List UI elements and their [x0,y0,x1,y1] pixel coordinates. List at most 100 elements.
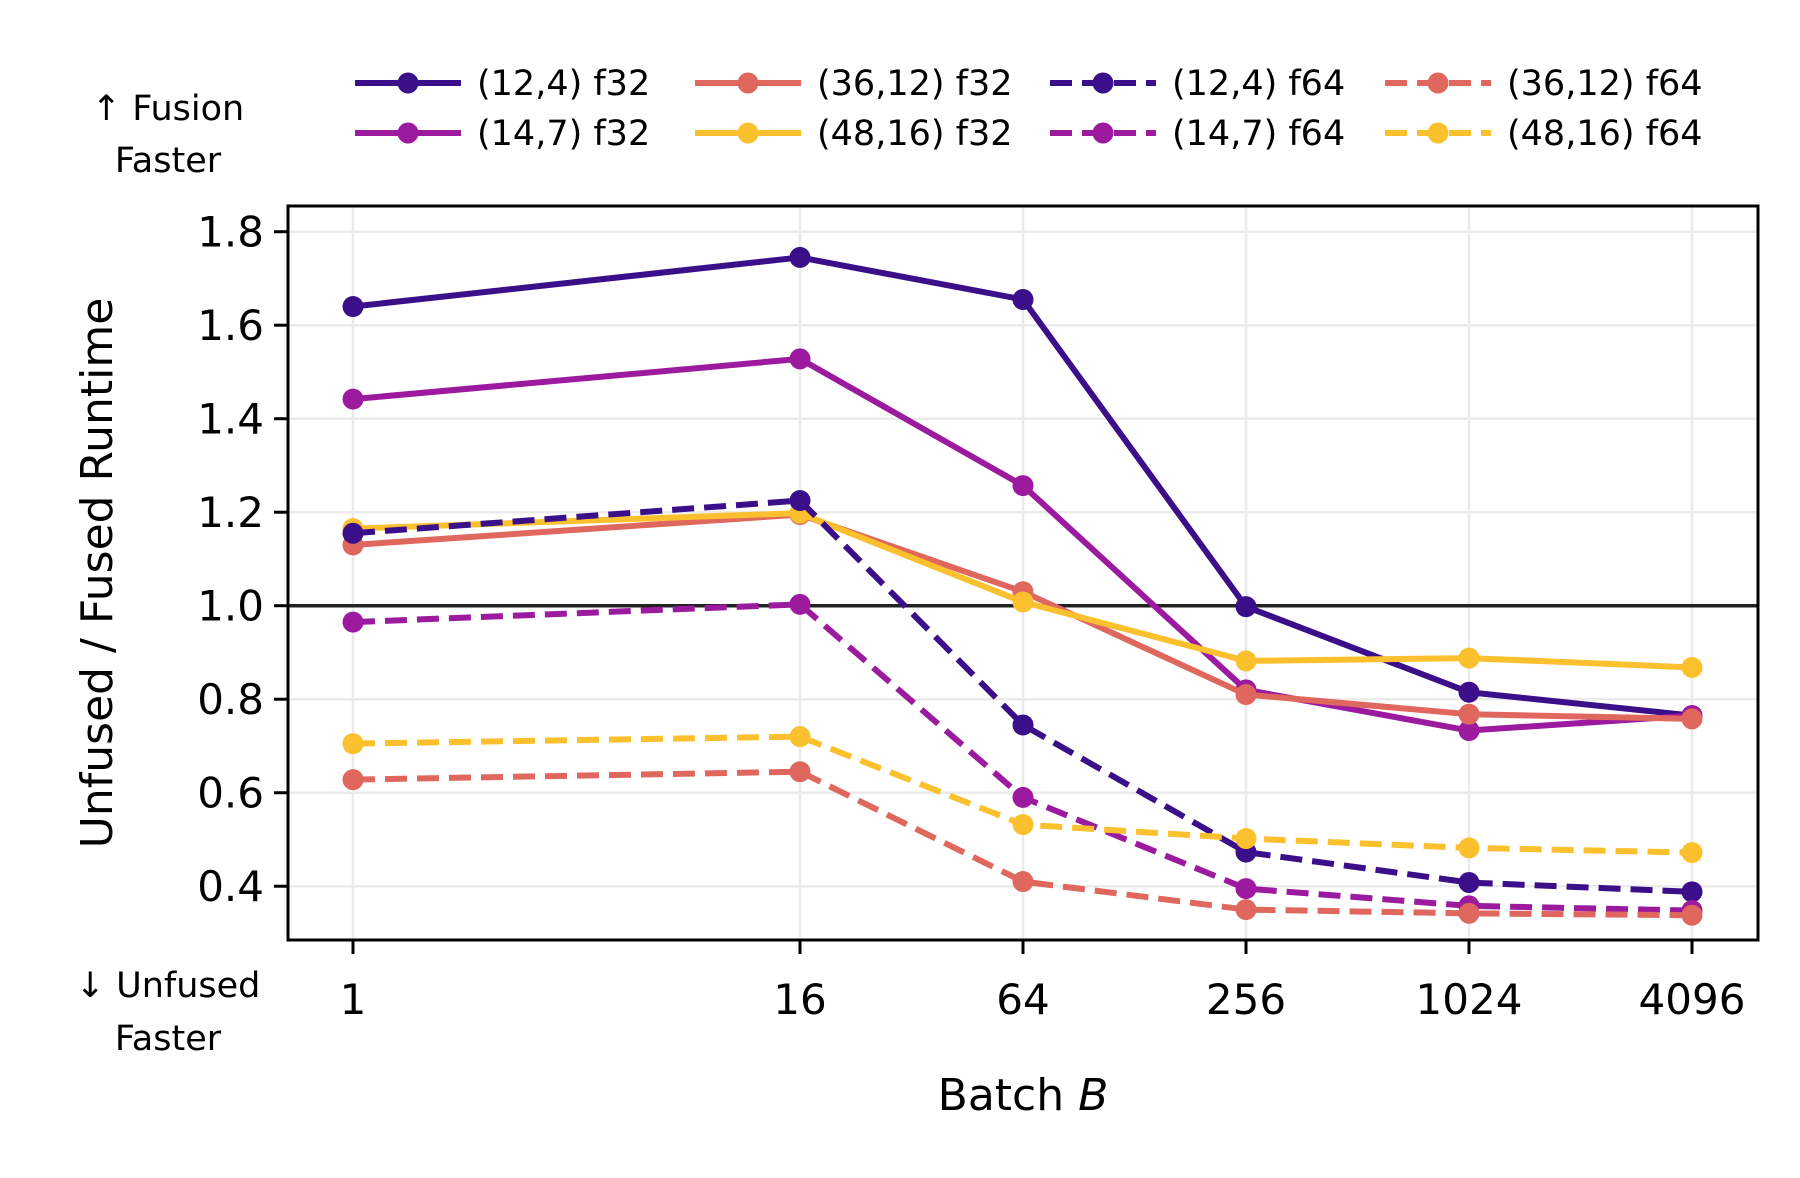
legend-label: (12,4) f64 [1172,64,1345,104]
y-tick-label: 0.4 [197,862,264,911]
data-point [1458,720,1480,742]
series-line [352,497,1693,895]
data-point [789,246,811,268]
x-axis-label: Batch B [938,1070,1109,1121]
data-point [342,522,364,544]
series-48-16-f64 [342,726,1703,864]
data-point [1012,714,1034,736]
legend-item: (48,16) f64 [1385,114,1703,154]
legend-label: (48,16) f64 [1507,114,1703,154]
legend-label: (14,7) f64 [1172,114,1345,154]
y-tick-label: 0.8 [197,675,264,724]
legend-item: (14,7) f64 [1050,114,1345,154]
data-point [1458,837,1480,859]
annotation-unfused-line2: Faster [115,1019,222,1059]
data-point [1012,786,1034,808]
x-tick-label: 256 [1206,975,1286,1024]
data-point [789,490,811,512]
legend-label: (14,7) f32 [477,114,650,154]
series-line [352,355,1693,734]
data-point [1235,684,1257,706]
data-point [1235,878,1257,900]
y-tick-label: 1.6 [197,301,264,350]
data-point [1681,881,1703,903]
legend-item: (14,7) f32 [355,114,650,154]
y-tick-label: 1.0 [197,582,264,631]
legend-swatch-marker [1092,72,1114,94]
data-point [1235,596,1257,618]
series-36-12-f64 [342,761,1703,926]
data-point [1012,814,1034,836]
data-point [789,726,811,748]
axis-ticks: 1 16 64 256 1024 4096 0.4 0.6 0.8 1.0 1.2 1.4 1.6 1.8 [197,208,1745,1024]
legend: (12,4) f32 (14,7) f32 (36,12) f32 (48,16) f… [355,64,1703,154]
data-point [342,733,364,755]
x-tick-label: 64 [996,975,1049,1024]
annotation-fusion-faster: ↑ Fusion Faster [92,89,244,181]
data-point [1012,475,1034,497]
legend-swatch-marker [1092,122,1114,144]
data-point [789,348,811,370]
legend-item: (48,16) f32 [695,114,1013,154]
legend-item: (36,12) f32 [695,64,1013,104]
x-axis-label-space [1064,1070,1078,1121]
data-point [1458,647,1480,669]
x-tick-label: 1024 [1416,975,1523,1024]
data-point [1012,289,1034,311]
x-tick-label: 4096 [1639,975,1746,1024]
legend-label: (36,12) f64 [1507,64,1703,104]
legend-item: (12,4) f32 [355,64,650,104]
legend-swatch-marker [397,72,419,94]
series-line [352,768,1693,919]
series-line [352,601,1693,914]
data-point [1012,591,1034,613]
data-point [342,296,364,318]
series-line [352,511,1693,722]
data-point [1458,703,1480,725]
series-line [352,510,1693,671]
y-tick-label: 1.8 [197,208,264,257]
legend-swatch-marker [737,122,759,144]
data-point [342,769,364,791]
annotation-unfused-faster: ↓ Unfused Faster [76,966,261,1059]
data-point [342,388,364,410]
data-point [1681,842,1703,864]
data-point [1681,656,1703,678]
series-group [342,246,1703,926]
legend-label: (48,16) f32 [817,114,1013,154]
y-tick-label: 1.2 [197,488,264,537]
data-point [1681,904,1703,926]
data-point [1458,902,1480,924]
x-tick-label: 1 [340,975,367,1024]
series-12-4-f64 [342,490,1703,903]
y-tick-label: 0.6 [197,769,264,818]
legend-item: (12,4) f64 [1050,64,1345,104]
data-point [789,761,811,783]
legend-label: (36,12) f32 [817,64,1013,104]
series-line [352,254,1693,719]
legend-swatch-marker [397,122,419,144]
data-point [342,611,364,633]
data-point [1458,871,1480,893]
legend-swatch-marker [737,72,759,94]
annotation-unfused-line1: ↓ Unfused [76,966,261,1006]
legend-swatch-marker [1427,122,1449,144]
data-point [1235,650,1257,672]
data-point [1235,899,1257,921]
x-axis-label-variable: B [1078,1070,1108,1121]
series-line [352,733,1693,856]
annotation-fusion-line2: Faster [115,141,222,181]
y-tick-label: 1.4 [197,395,264,444]
legend-label: (12,4) f32 [477,64,650,104]
data-point [1012,871,1034,893]
x-tick-label: 16 [773,975,826,1024]
y-axis-label: Unfused / Fused Runtime [72,298,123,849]
data-point [1458,681,1480,703]
data-point [789,593,811,615]
data-point [1235,828,1257,850]
annotation-fusion-line1: ↑ Fusion [92,89,244,129]
x-axis-label-text: Batch [938,1070,1064,1121]
legend-item: (36,12) f64 [1385,64,1703,104]
data-point [1681,708,1703,730]
